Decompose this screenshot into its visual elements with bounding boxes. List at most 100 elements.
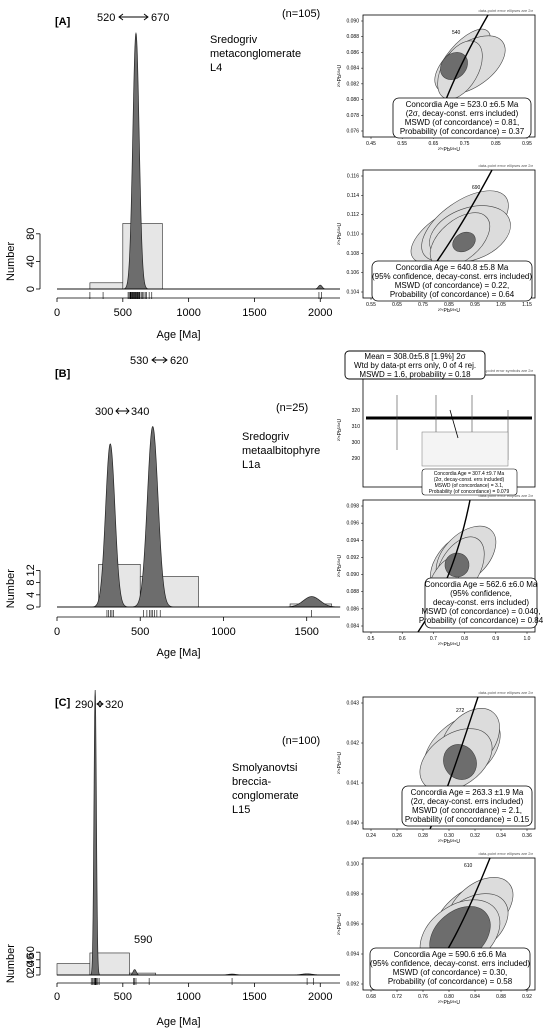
concordia-result-line: Concordia Age = 562.6 ±6.0 Ma [425,580,538,589]
ellipse-note: data-point error ellipses are 2σ [479,851,534,856]
x-tick-label: 0.9 [492,636,499,642]
y-tick-label: 0.086 [346,606,359,612]
double-arrow [96,700,104,708]
concordia-age-ellipse [443,744,477,780]
x-tick-label: 0.72 [392,994,402,1000]
kde-curve [57,689,340,976]
x-axis-label: ²⁰⁷Pb/²³⁵U [438,1000,460,1006]
x-tick-label: 0.28 [418,833,428,839]
x-tick-label: 0.34 [496,833,506,839]
peak-range-start: 290 [75,699,93,711]
x-tick-label: 2000 [308,991,332,1003]
concordia-plot: data-point error ellipses are 2σ 690 0.55 0… [337,163,536,314]
y-tick-label: 0 [25,604,37,610]
x-tick-label: 1.0 [524,636,531,642]
x-tick-label: 500 [131,626,149,638]
y-tick-label: 0.096 [346,521,359,527]
x-tick-label: 1000 [176,307,200,319]
concordia-result-line: Probability (of concordance) = 0.15 [405,815,530,824]
ellipse-note: data-point error ellipses are 2σ [479,163,534,168]
concordia-age-ellipse [444,552,470,578]
x-tick-label: 0.6 [399,636,406,642]
x-tick-label: 0.7 [430,636,437,642]
sample-name-line: conglomerate [232,790,299,802]
histogram-panel-1: 0 500 1000 1500 2000 Age [Ma] 0 40 80 Number [5,32,340,341]
concordia-result-box [392,97,532,139]
inset-result-line: Concordia Age = 307.4 ±9.7 Ma [434,471,505,477]
concordia-result-line: (2σ, decay-const. errs included) [406,109,519,118]
weighted-mean-line-text: Mean = 308.0±5.8 [1.9%] 2σ [364,352,465,361]
y-axis-label: Number [5,944,17,983]
y-tick-label: 60 [25,946,37,958]
peak-range-end: 620 [170,355,188,367]
peak-range-start: 530 [130,355,148,367]
concordia-plot: data-point error ellipses are 2σ 540 0.45 0… [337,8,536,153]
spot-age-label: 610 [464,863,473,869]
y-tick-label: 0.098 [346,504,359,510]
peak-range-start: 300 [95,406,113,418]
peak-range-end: 320 [105,699,123,711]
x-tick-label: 0.75 [460,141,470,147]
y-tick-label: 4 [25,592,37,598]
concordia-result-line: Probability (of concordance) = 0.64 [390,290,515,299]
panel-label: [A] [55,16,71,28]
x-tick-label: 0.76 [418,994,428,1000]
x-tick-label: 500 [114,991,132,1003]
y-tick-label: 0.094 [346,952,359,958]
panel-label: [C] [55,697,71,709]
x-tick-label: 1500 [242,307,266,319]
x-tick-label: 0.68 [366,994,376,1000]
x-tick-label: 0.92 [522,994,532,1000]
concordia-result-line: MSWD (of concordance) = 0.22, [395,281,510,290]
histogram-panel-2: 0 500 1000 1500 Age [Ma] 0 4 8 12 Number [5,426,341,659]
concordia-result-line: MSWD (of concordance) = 0.81, [405,118,520,127]
y-tick-label: 0.076 [346,129,359,135]
x-tick-label: 0.84 [470,994,480,1000]
y-axis-label: ²⁰⁶Pb/²³⁸U [337,64,343,87]
concordia-age-ellipse [452,231,476,253]
y-tick-label: 0.082 [346,81,359,87]
inset-result-line: (2σ, decay-const. errs included) [434,477,505,483]
concordia-result-line: MSWD (of concordance) = 0.30, [393,968,508,977]
y-tick-label: 320 [352,408,361,414]
inset-result-line: Probability (of concordance) = 0.079 [429,489,510,495]
y-tick-label: 12 [25,564,37,576]
sample-count: (n=25) [276,402,308,414]
y-tick-label: 8 [25,580,37,586]
x-tick-label: 0.88 [496,994,506,1000]
weighted-mean-plot: data-point error symbols are 2σ 290 300 310… [337,350,536,496]
x-tick-label: 500 [114,307,132,319]
y-axis-label: ²⁰⁶Pb/²³⁸U [337,222,343,245]
y-tick-label: 0.086 [346,50,359,56]
concordia-result-line: Concordia Age = 523.0 ±6.5 Ma [406,100,519,109]
inset-pointer [449,409,459,439]
y-tick-label: 0.110 [347,232,359,238]
y-tick-label: 0.041 [346,781,359,787]
x-tick-label: 0 [54,626,60,638]
y-tick-label: 0.096 [346,922,359,928]
panel-label: [B] [55,368,71,380]
x-axis-label: Age [Ma] [156,1016,200,1028]
text-layer: [A] (n=105) Sredogriv metaconglomerate L4 520… [55,8,320,946]
y-tick-label: 0.112 [347,212,359,218]
x-tick-label: 0.75 [418,302,428,308]
sample-name-line: Sredogriv [242,431,290,443]
y-axis-label: ²⁰⁶Pb/²³⁸U [337,418,343,441]
ellipse-note: data-point error ellipses are 2σ [479,690,534,695]
concordia-result-line: (95% confidence, decay-const. errs inclu… [372,272,532,281]
x-tick-label: 1500 [242,991,266,1003]
y-tick-label: 0.114 [347,193,359,199]
x-tick-label: 2000 [308,307,332,319]
x-tick-label: 1000 [176,991,200,1003]
x-axis-label: ²⁰⁷Pb/²³⁵U [438,308,460,314]
ellipse-note: data-point error ellipses are 2σ [479,493,534,498]
concordia-plot: data-point error ellipses are 2σ 610 0.68 0… [337,851,536,1006]
inset-result-line: MSWD (of concordance) = 3.1, [435,483,504,489]
concordia-result-line: Probability (of concordance) = 0.84 [419,616,544,625]
double-arrow [118,13,149,21]
y-tick-label: 0.090 [346,19,359,25]
concordia-result-box [369,947,531,991]
y-tick-label: 0.080 [346,97,359,103]
x-tick-label: 1.15 [522,302,532,308]
